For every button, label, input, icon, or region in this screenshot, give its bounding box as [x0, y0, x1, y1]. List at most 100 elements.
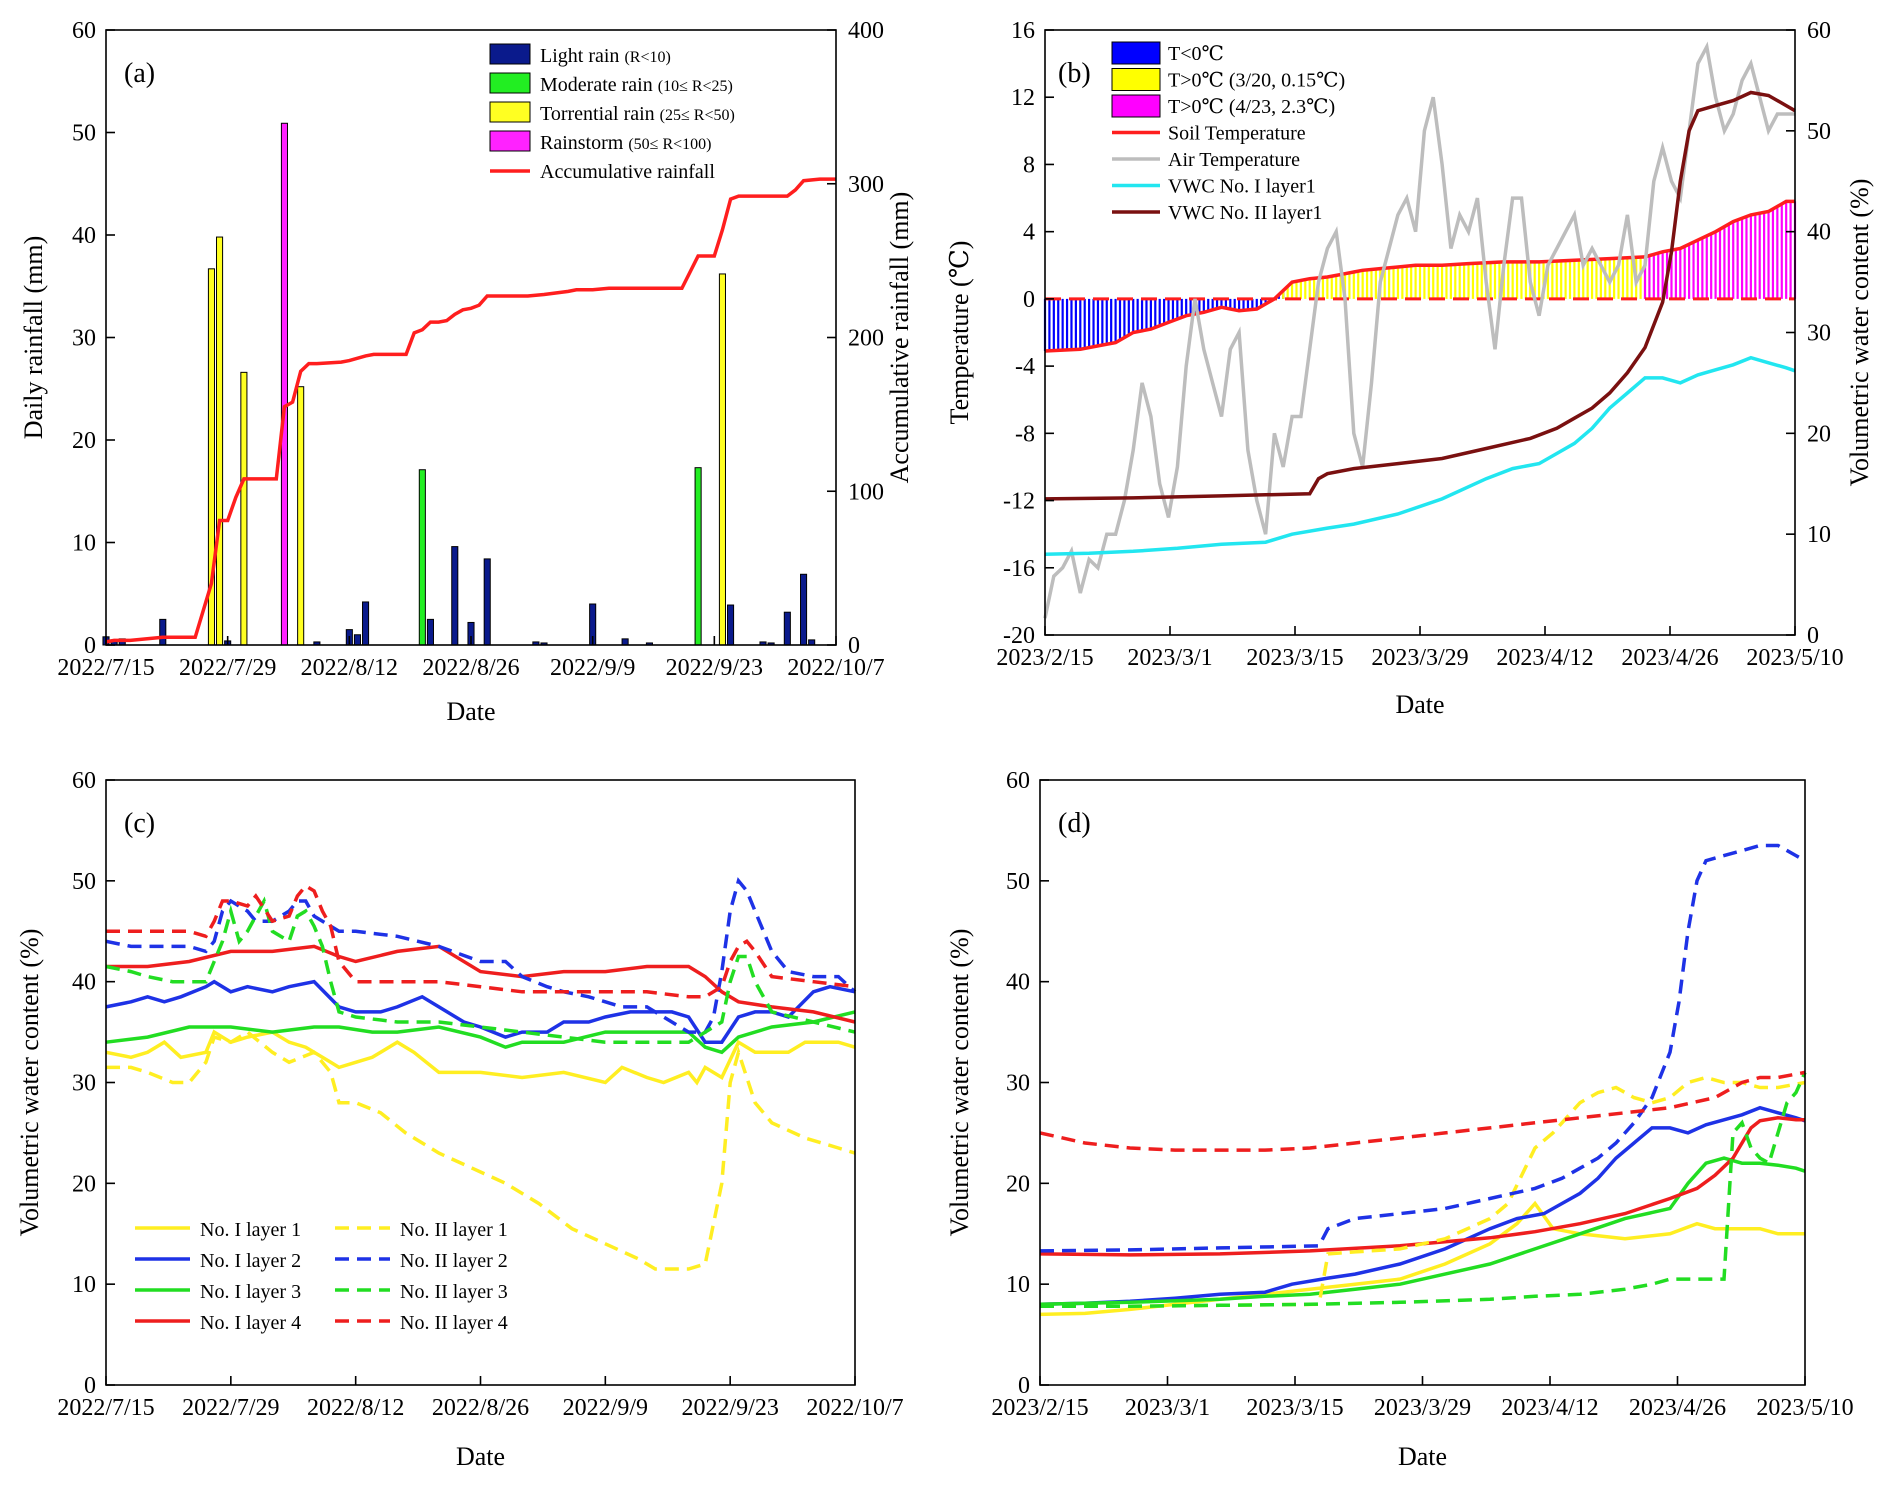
x-tick-label: 2023/4/26	[1621, 645, 1718, 671]
y-axis-label: Daily rainfall (mm)	[19, 236, 48, 440]
y-tick-label: 60	[72, 18, 96, 44]
legend-label-range: (25≤ R<50)	[660, 107, 735, 124]
y2-tick-label: 20	[1807, 421, 1831, 447]
y2-tick-label: 40	[1807, 220, 1831, 246]
legend-label: No. I layer 4	[200, 1312, 301, 1334]
legend-swatch	[1111, 68, 1161, 91]
y-tick-label: 30	[1006, 1071, 1030, 1097]
legend-swatch	[489, 101, 531, 123]
y-tick-label: 0	[84, 1373, 96, 1399]
series-line	[1044, 199, 1795, 353]
y-tick-label: 16	[1011, 18, 1035, 44]
y-tick-label: 60	[72, 768, 96, 794]
x-tick-label: 2022/7/15	[57, 655, 154, 681]
y-tick-label: 12	[1011, 85, 1035, 111]
x-tick-label: 2022/7/15	[57, 1395, 154, 1421]
y-tick-label: -16	[1003, 556, 1035, 582]
legend-swatch	[1111, 41, 1161, 65]
y2-axis-label: Accumulative rainfall (mm)	[885, 192, 914, 484]
x-tick-label: 2022/9/9	[550, 655, 635, 681]
series-line	[105, 896, 856, 1044]
y2-tick-label: 50	[1807, 119, 1831, 145]
y-tick-label: 40	[1006, 970, 1030, 996]
y2-tick-label: 100	[848, 479, 884, 505]
legend-label: No. II layer 2	[400, 1250, 508, 1272]
y2-tick-label: 30	[1807, 321, 1831, 347]
panel-label: (a)	[124, 58, 155, 89]
x-tick-label: 2023/3/1	[1125, 1395, 1210, 1421]
rain-bar-light	[362, 601, 370, 646]
x-tick-label: 2022/9/23	[681, 1395, 778, 1421]
rain-bar-torrential	[718, 273, 726, 646]
x-tick-label: 2022/9/23	[666, 655, 763, 681]
legend-label: T>0℃ (3/20, 0.15℃)	[1168, 70, 1345, 92]
legend-label: No. I layer 1	[200, 1219, 301, 1241]
y-axis-label: Temperature (℃)	[945, 241, 974, 425]
legend-label: No. II layer 1	[400, 1219, 508, 1241]
y-tick-label: -20	[1003, 623, 1035, 649]
legend-label-main: Torrential rain	[540, 103, 660, 125]
legend-label: Air Temperature	[1168, 149, 1300, 171]
rain-bar-light	[159, 618, 167, 646]
legend-label: T>0℃ (4/23, 2.3℃)	[1168, 96, 1335, 118]
panel-b: 2023/2/15 2023/3/1 2023/3/15 2023/3/29 2023/…	[945, 18, 1874, 719]
legend-label: Moderate rain (10≤ R<25)	[540, 74, 733, 96]
x-tick-label: 2023/3/15	[1246, 1395, 1343, 1421]
x-tick-label: 2022/9/9	[563, 1395, 648, 1421]
series-line	[106, 1029, 856, 1271]
legend-label-main: Rainstorm	[540, 132, 628, 154]
y2-tick-label: 0	[1807, 623, 1819, 649]
y-tick-label: 0	[1018, 1373, 1030, 1399]
rain-bar-light	[727, 604, 735, 646]
legend-swatch	[489, 72, 531, 94]
rain-bar-light	[426, 618, 434, 646]
series-line	[1040, 1075, 1806, 1309]
y-tick-label: 50	[1006, 869, 1030, 895]
y2-tick-label: 10	[1807, 522, 1831, 548]
y-tick-label: 20	[72, 428, 96, 454]
y-tick-label: 60	[1006, 768, 1030, 794]
accumulative-rainfall-line	[105, 177, 836, 644]
series-line	[105, 1029, 856, 1086]
series-line	[1039, 1156, 1806, 1307]
y-tick-label: 50	[72, 869, 96, 895]
series-line	[1039, 1070, 1806, 1152]
legend-label-range: (50≤ R<100)	[628, 136, 711, 153]
panel-label: (b)	[1058, 58, 1091, 89]
panel-d: 2023/2/15 2023/3/1 2023/3/15 2023/3/29 2023/…	[945, 768, 1854, 1471]
legend-label-range: (10≤ R<25)	[658, 78, 733, 95]
panel-c: 2022/7/15 2022/7/29 2022/8/12 2022/8/26 2022…	[15, 768, 904, 1471]
plot-frame-b	[1044, 29, 1796, 636]
legend-label-main: Moderate rain	[540, 74, 658, 96]
legend-label: No. II layer 3	[400, 1281, 508, 1303]
y2-axis-label: Volumetric water content (%)	[1845, 179, 1874, 487]
legend-label-main: Accumulative rainfall	[540, 161, 715, 183]
y2-tick-label: 0	[848, 633, 860, 659]
legend-label: Torrential rain (25≤ R<50)	[540, 103, 735, 125]
x-axis-label: Date	[1395, 690, 1444, 719]
y-tick-label: 10	[1006, 1272, 1030, 1298]
legend-label: Accumulative rainfall	[540, 161, 715, 183]
y-tick-label: -4	[1015, 354, 1035, 380]
legend-swatch	[489, 130, 531, 152]
legend-label: No. I layer 3	[200, 1281, 301, 1303]
x-axis-label: Date	[446, 697, 495, 726]
y2-tick-label: 400	[848, 18, 884, 44]
y-tick-label: 40	[72, 223, 96, 249]
x-tick-label: 2023/4/12	[1501, 1395, 1598, 1421]
series-line	[1039, 1116, 1805, 1257]
panel-a: 2022/7/15 2022/7/29 2022/8/12 2022/8/26 2022…	[19, 18, 914, 726]
legend-label: No. I layer 2	[200, 1250, 301, 1272]
x-tick-label: 2022/7/29	[182, 1395, 279, 1421]
series-line	[105, 877, 857, 1034]
x-tick-label: 2022/10/7	[806, 1395, 903, 1421]
rain-bar-light	[353, 634, 361, 646]
rain-bar-torrential	[240, 371, 248, 646]
x-tick-label: 2022/10/7	[787, 655, 884, 681]
legend-label: VWC No. I layer1	[1168, 176, 1316, 198]
x-tick-label: 2022/8/12	[307, 1395, 404, 1421]
series-line	[1043, 41, 1795, 619]
x-tick-label: 2022/8/26	[432, 1395, 529, 1421]
series-line	[106, 883, 856, 999]
